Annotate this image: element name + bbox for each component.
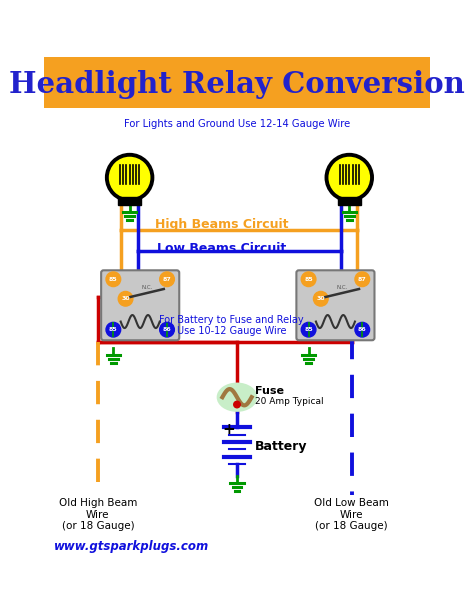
Text: www.gtsparkplugs.com: www.gtsparkplugs.com xyxy=(54,539,209,552)
FancyBboxPatch shape xyxy=(296,270,374,340)
Text: For Battery to Fuse and Relay
Use 10-12 Gauge Wire: For Battery to Fuse and Relay Use 10-12 … xyxy=(159,315,304,337)
Circle shape xyxy=(355,272,370,286)
Circle shape xyxy=(327,154,372,200)
Text: Battery: Battery xyxy=(255,440,308,452)
Circle shape xyxy=(106,272,121,286)
Text: 87: 87 xyxy=(163,276,172,282)
Text: 86: 86 xyxy=(358,327,367,332)
Text: 20 Amp Typical: 20 Amp Typical xyxy=(255,397,324,406)
Circle shape xyxy=(355,322,370,337)
Circle shape xyxy=(313,291,328,306)
Text: 85: 85 xyxy=(109,276,118,282)
Circle shape xyxy=(160,322,174,337)
Circle shape xyxy=(118,291,133,306)
FancyBboxPatch shape xyxy=(118,197,141,205)
Text: Headlight Relay Conversion: Headlight Relay Conversion xyxy=(9,70,465,99)
Text: For Lights and Ground Use 12-14 Gauge Wire: For Lights and Ground Use 12-14 Gauge Wi… xyxy=(124,119,350,129)
Bar xyxy=(44,57,430,108)
Text: +: + xyxy=(222,422,235,437)
Circle shape xyxy=(301,322,316,337)
Text: 85: 85 xyxy=(109,327,118,332)
Text: 87: 87 xyxy=(358,276,367,282)
Text: 85: 85 xyxy=(304,327,313,332)
Circle shape xyxy=(107,154,153,200)
Text: 86: 86 xyxy=(163,327,172,332)
Circle shape xyxy=(301,272,316,286)
Circle shape xyxy=(160,272,174,286)
Text: 85: 85 xyxy=(304,276,313,282)
Text: N.C.: N.C. xyxy=(336,285,347,290)
Text: Fuse: Fuse xyxy=(255,386,284,396)
FancyBboxPatch shape xyxy=(338,197,361,205)
Text: 30: 30 xyxy=(121,296,130,301)
Text: Old Low Beam
Wire
(or 18 Gauge): Old Low Beam Wire (or 18 Gauge) xyxy=(314,498,389,531)
FancyBboxPatch shape xyxy=(101,270,179,340)
Circle shape xyxy=(234,402,240,408)
Text: N.C.: N.C. xyxy=(141,285,152,290)
Text: Old High Beam
Wire
(or 18 Gauge): Old High Beam Wire (or 18 Gauge) xyxy=(59,498,137,531)
Ellipse shape xyxy=(217,383,257,412)
Text: Low Beams Circuit: Low Beams Circuit xyxy=(157,242,286,255)
Text: 30: 30 xyxy=(317,296,325,301)
Text: High Beams Circuit: High Beams Circuit xyxy=(155,218,288,231)
Circle shape xyxy=(106,322,121,337)
